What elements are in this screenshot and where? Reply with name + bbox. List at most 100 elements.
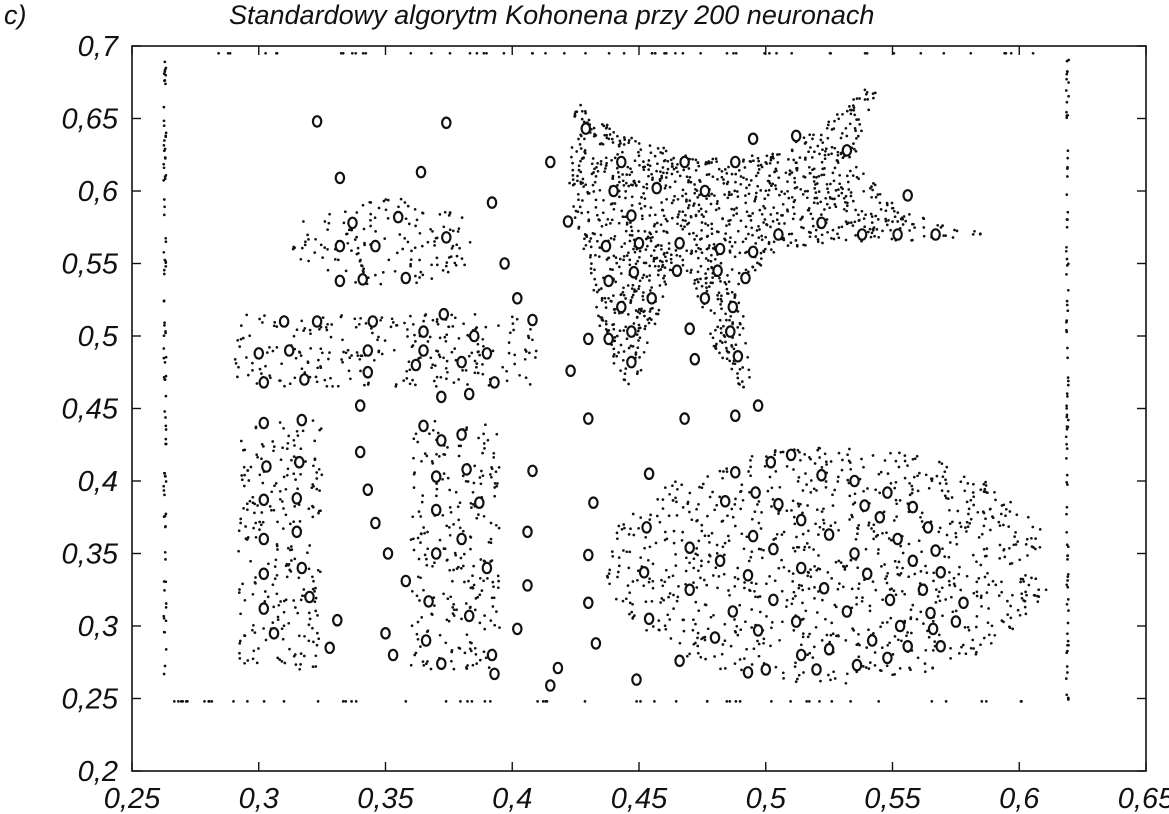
data-point — [293, 557, 297, 561]
data-point — [448, 211, 452, 215]
data-point — [579, 134, 583, 138]
data-point — [870, 231, 874, 235]
data-point — [870, 215, 874, 218]
data-point — [1067, 643, 1070, 647]
data-point — [627, 382, 630, 386]
data-point — [723, 193, 726, 196]
data-point — [310, 486, 314, 490]
data-point — [429, 227, 432, 231]
data-point — [743, 581, 746, 584]
data-point — [496, 482, 499, 485]
data-point — [631, 293, 635, 297]
data-point — [694, 552, 698, 556]
data-point — [727, 219, 730, 223]
data-point — [634, 184, 638, 187]
data-point — [780, 190, 783, 193]
data-point — [236, 339, 240, 342]
neuron-marker — [410, 358, 422, 372]
data-point — [435, 482, 438, 485]
data-point — [837, 559, 841, 563]
data-point — [1037, 588, 1041, 592]
data-point — [708, 495, 712, 499]
data-point — [762, 221, 765, 224]
data-point — [617, 265, 621, 269]
data-point — [573, 112, 577, 116]
data-point — [921, 216, 925, 220]
data-point — [1065, 442, 1068, 446]
data-point — [646, 244, 649, 248]
data-point — [872, 537, 875, 541]
data-point — [795, 161, 798, 165]
data-point — [898, 499, 902, 502]
data-point — [817, 190, 821, 193]
neuron-marker — [511, 291, 523, 305]
data-point — [747, 183, 751, 187]
data-point — [705, 700, 709, 703]
data-point — [676, 215, 680, 219]
data-point — [824, 617, 827, 621]
data-point — [609, 299, 613, 303]
data-point — [203, 700, 206, 703]
data-point — [802, 548, 806, 552]
neuron-marker — [638, 565, 650, 579]
data-point — [482, 432, 485, 436]
data-point — [837, 117, 841, 121]
data-point — [833, 488, 837, 492]
data-point — [605, 258, 609, 261]
data-point — [738, 333, 742, 337]
data-point — [413, 207, 417, 211]
data-point — [742, 547, 746, 551]
data-point — [954, 531, 958, 535]
data-point — [829, 678, 832, 682]
data-point — [674, 51, 677, 55]
data-point — [1019, 580, 1022, 584]
data-point — [802, 671, 805, 674]
data-point — [736, 376, 740, 380]
data-point — [353, 317, 357, 321]
data-point — [626, 584, 630, 587]
data-point — [478, 353, 481, 357]
data-point — [1066, 346, 1069, 350]
data-point — [753, 589, 756, 593]
neuron-marker — [641, 521, 652, 534]
data-point — [817, 533, 820, 536]
data-point — [681, 194, 684, 198]
data-point — [667, 242, 671, 245]
data-point — [288, 548, 292, 552]
data-point — [1066, 483, 1069, 486]
data-point — [598, 142, 602, 146]
data-point — [664, 255, 667, 259]
data-point — [841, 585, 845, 589]
data-point — [710, 531, 714, 535]
data-point — [967, 512, 970, 516]
data-point — [864, 666, 868, 669]
data-point — [872, 96, 875, 100]
data-point — [409, 262, 412, 266]
data-point — [472, 481, 476, 485]
data-point — [350, 228, 354, 232]
data-point — [829, 182, 832, 186]
data-point — [299, 663, 302, 666]
neuron-marker — [552, 661, 564, 675]
data-point — [812, 180, 816, 183]
data-point — [724, 232, 728, 235]
data-point — [711, 574, 715, 577]
data-point — [684, 556, 688, 560]
data-point — [807, 150, 810, 154]
data-point — [1065, 77, 1068, 81]
data-point — [276, 520, 279, 524]
data-point — [732, 213, 735, 217]
data-point — [414, 340, 417, 343]
data-point — [628, 550, 632, 554]
data-point — [571, 183, 575, 187]
data-point — [936, 223, 940, 227]
data-point — [705, 235, 709, 238]
data-point — [465, 633, 469, 637]
data-point — [275, 573, 279, 577]
data-point — [763, 247, 767, 251]
data-point — [719, 261, 723, 265]
data-point — [661, 295, 665, 298]
data-point — [662, 171, 665, 175]
data-point — [815, 182, 819, 185]
data-point — [804, 609, 808, 613]
